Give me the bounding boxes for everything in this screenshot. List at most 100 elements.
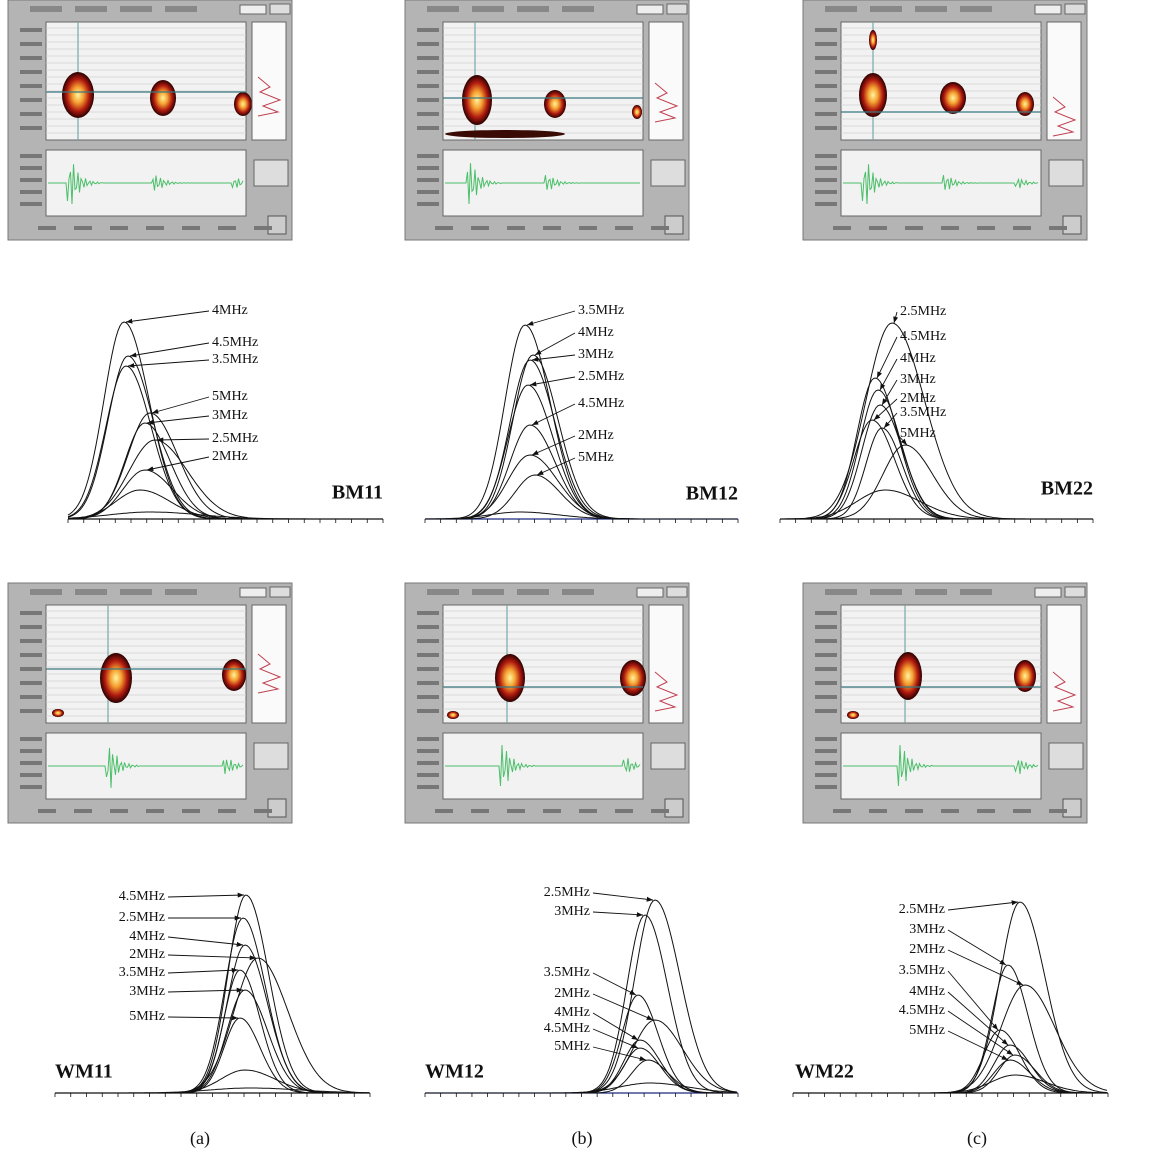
axis-text (1013, 809, 1031, 813)
axis-text (20, 42, 42, 46)
axis-text (20, 126, 42, 130)
axis-text (815, 84, 837, 88)
side-panel (649, 22, 683, 140)
axis-text (38, 226, 56, 230)
label-arrow (894, 312, 897, 323)
toolbar-item (517, 6, 549, 12)
info-box (651, 160, 685, 186)
label-arrow (535, 333, 575, 355)
axis-text (417, 785, 439, 789)
side-panel (1047, 22, 1081, 140)
side-panel (1047, 605, 1081, 723)
axis-text (435, 809, 453, 813)
axis-text (254, 226, 272, 230)
axis-text (20, 709, 42, 713)
icon (1063, 216, 1081, 234)
info-box (254, 743, 288, 769)
plot-name: WM11 (55, 1061, 113, 1083)
axis-text (815, 709, 837, 713)
axis-text (815, 28, 837, 32)
axis-text (20, 667, 42, 671)
toolbar-item (915, 6, 947, 12)
label-arrow (948, 992, 1008, 1045)
axis-text (20, 773, 42, 777)
curve-label: 5MHz (554, 1039, 590, 1054)
label-arrow (532, 355, 575, 360)
curve-label: 3.5MHz (544, 965, 590, 980)
axis-text (20, 653, 42, 657)
toolbar-item (472, 6, 504, 12)
axis-text (815, 202, 837, 206)
label-arrow (593, 994, 653, 1020)
axis-text (815, 126, 837, 130)
label-arrow (126, 311, 209, 322)
axis-text (417, 773, 439, 777)
axis-text (218, 226, 236, 230)
axis-text (815, 190, 837, 194)
axis-text (869, 809, 887, 813)
axis-text (543, 809, 561, 813)
axis-text (815, 98, 837, 102)
axis-text (417, 98, 439, 102)
curve-label: 2.5MHz (899, 902, 945, 917)
screenshot (803, 583, 1087, 823)
toolbar-box (270, 587, 290, 597)
label-arrow (527, 311, 575, 325)
curve-label: 5MHz (578, 450, 614, 465)
curve-label: 3.5MHz (900, 405, 946, 420)
curve-label: 4MHz (212, 303, 248, 318)
axis-text (110, 809, 128, 813)
axis-text (417, 695, 439, 699)
axis-text (815, 112, 837, 116)
label-arrow (593, 973, 636, 995)
blob (462, 75, 492, 125)
toolbar-box (1035, 5, 1061, 14)
blob (62, 72, 94, 118)
axis-text (20, 761, 42, 765)
label-arrow (168, 990, 243, 992)
axis-text (815, 154, 837, 158)
blob (222, 659, 246, 691)
curve-label: 3.5MHz (899, 963, 945, 978)
toolbar-item (960, 589, 992, 595)
curve-label: 2MHz (554, 986, 590, 1001)
axis-text (417, 625, 439, 629)
label-arrow (948, 902, 1018, 910)
toolbar-item (427, 6, 459, 12)
curve-label: 2MHz (212, 449, 248, 464)
curve-label: 3MHz (909, 922, 945, 937)
toolbar-item (427, 589, 459, 595)
axis-text (435, 226, 453, 230)
toolbar-item (75, 6, 107, 12)
axis-text (905, 809, 923, 813)
axis-text (20, 681, 42, 685)
toolbar-box (667, 587, 687, 597)
curve (780, 420, 1092, 519)
caption: (c) (967, 1128, 987, 1149)
axis-text (471, 226, 489, 230)
axis-text (507, 226, 525, 230)
axis-text (815, 166, 837, 170)
curve-label: 4.5MHz (544, 1021, 590, 1036)
curve-label: 3MHz (578, 347, 614, 362)
axis-text (417, 737, 439, 741)
axis-text (977, 809, 995, 813)
axis-text (869, 226, 887, 230)
axis-text (815, 42, 837, 46)
axis-text (1049, 226, 1067, 230)
curve-label: 4.5MHz (899, 1003, 945, 1018)
axis-text (615, 809, 633, 813)
axis-text (417, 202, 439, 206)
plot-name: WM12 (425, 1061, 484, 1083)
axis-text (579, 809, 597, 813)
curve-label: 4MHz (900, 351, 936, 366)
axis-text (1049, 809, 1067, 813)
toolbar-item (825, 589, 857, 595)
axis-text (20, 70, 42, 74)
screenshot (8, 0, 292, 240)
axis-text (977, 226, 995, 230)
blob (234, 92, 252, 116)
axis-text (417, 84, 439, 88)
curve-label: 2MHz (578, 428, 614, 443)
axis-text (20, 737, 42, 741)
